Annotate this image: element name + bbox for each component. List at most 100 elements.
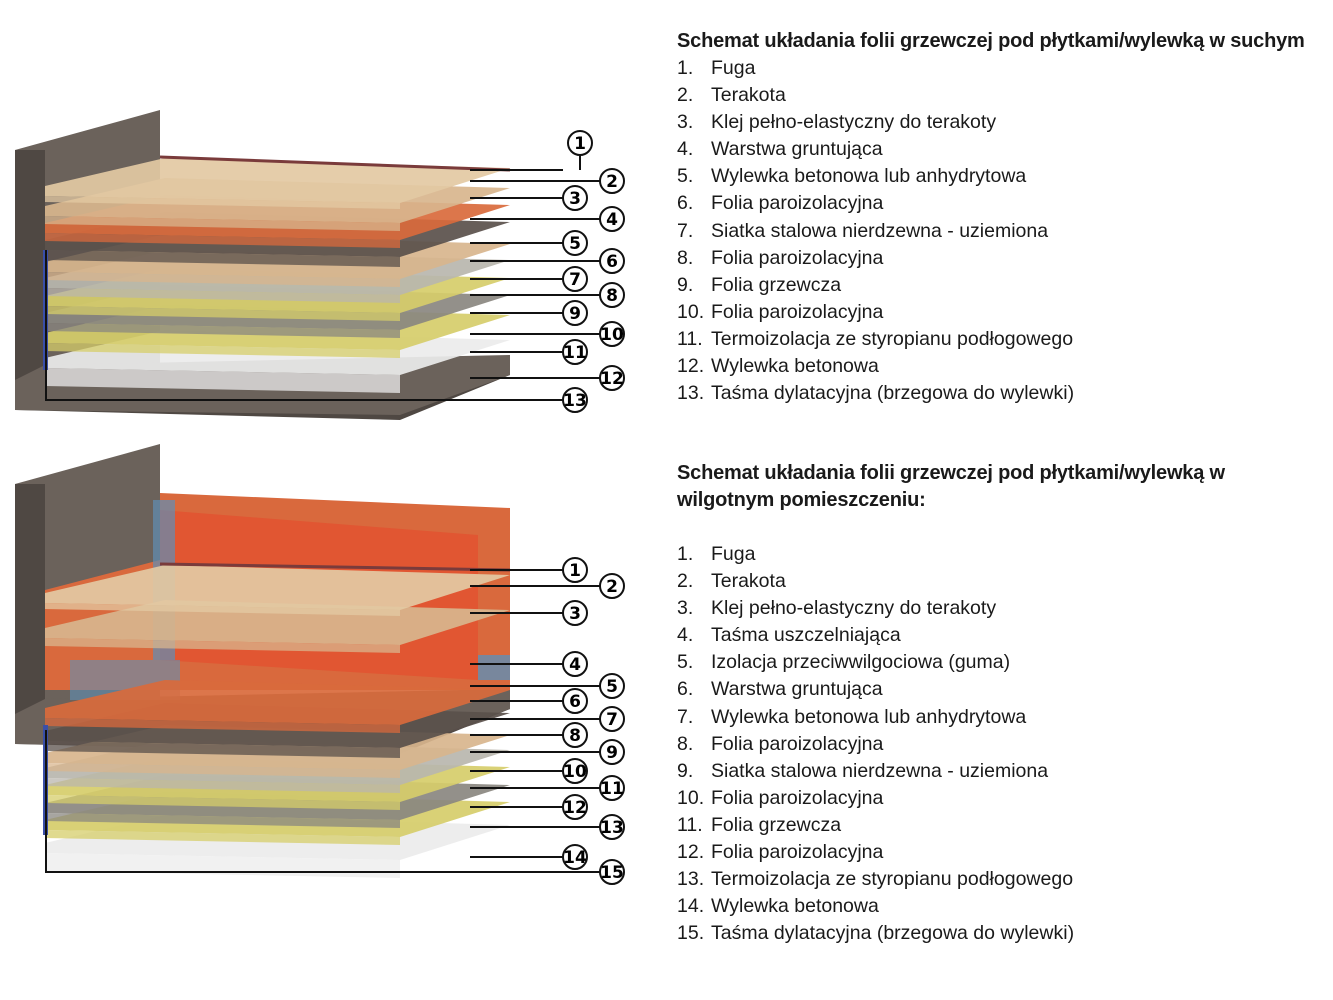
item-number: 14.	[677, 895, 705, 918]
item-text: Taśma uszczelniająca	[711, 624, 901, 647]
callout-circle	[562, 387, 588, 413]
item-text: Folia paroizolacyjna	[711, 841, 884, 864]
item-text: Termoizolacja ze styropianu podłogowego	[711, 868, 1074, 891]
item-number: 3.	[677, 597, 694, 620]
adhesive-layer-edge	[45, 638, 400, 653]
item-text: Terakota	[711, 84, 786, 107]
adhesive-layer-edge	[45, 216, 400, 231]
item-text: Folia grzewcza	[711, 273, 842, 296]
callout-number: 14	[563, 848, 587, 868]
callout-number: 11	[563, 343, 587, 363]
item-number: 1.	[677, 543, 694, 565]
callout-circle	[599, 206, 625, 232]
layer-list-item: 13. Termoizolacja ze styropianu podłogowe…	[677, 866, 1317, 893]
steel-mesh-layer-edge	[45, 778, 400, 793]
callout-circle	[599, 321, 625, 347]
callout-circle	[599, 739, 625, 765]
layer-list-item: 5. Wylewka betonowa lub anhydrytowa	[677, 163, 1317, 190]
layer-list-item: 14. Wylewka betonowa	[677, 893, 1317, 920]
tile-layer	[45, 158, 510, 203]
item-number: 6.	[677, 192, 694, 215]
callout-circle	[599, 168, 625, 194]
callout-number: 6	[569, 692, 581, 712]
callout-circle	[562, 758, 588, 784]
tile-layer	[45, 565, 510, 610]
callout-number: 12	[563, 798, 587, 818]
dry-room-legend: Schemat układania folii grzewczej pod pł…	[677, 28, 1317, 407]
callout-circle	[599, 365, 625, 391]
item-number: 3.	[677, 111, 694, 134]
primer-layer-edge	[45, 233, 400, 248]
callout-circle	[562, 266, 588, 292]
item-number: 8.	[677, 732, 694, 755]
item-number: 9.	[677, 273, 694, 296]
item-text: Folia paroizolacyjna	[711, 246, 884, 269]
screed-layer-edge	[45, 250, 400, 267]
callout-number: 2	[606, 577, 618, 597]
layer-list-item: 12. Folia paroizolacyjna	[677, 839, 1317, 866]
vapor-foil-layer-edge	[45, 830, 400, 845]
vapor-foil-layer-edge	[45, 272, 400, 287]
callout-circle	[599, 282, 625, 308]
callout-number: 3	[569, 189, 581, 209]
vapor-foil-layer-edge	[45, 343, 400, 358]
layer-list-item: 7. Wylewka betonowa lub anhydrytowa	[677, 704, 1317, 731]
item-number: 7.	[677, 705, 694, 728]
layer-list-item: 13. Taśma dylatacyjna (brzegowa do wylewk…	[677, 380, 1317, 407]
callout-number: 10	[600, 325, 624, 345]
callout-circle	[562, 300, 588, 326]
tile-layer-edge	[45, 603, 400, 616]
layer-list-item: 2. Terakota	[677, 82, 1317, 109]
callout-circle	[562, 794, 588, 820]
callout-number: 7	[606, 710, 618, 730]
callout-circle	[599, 673, 625, 699]
layer-list-item: 10. Folia paroizolacyjna	[677, 785, 1317, 812]
item-number: 2.	[677, 570, 694, 593]
item-text: Fuga	[711, 543, 756, 565]
item-number: 8.	[677, 246, 694, 269]
screed-layer-edge	[45, 741, 400, 758]
dry-room-title: Schemat układania folii grzewczej pod pł…	[677, 30, 1305, 52]
item-text: Warstwa gruntująca	[711, 678, 883, 701]
callout-number: 9	[606, 743, 618, 763]
callout-number: 12	[600, 369, 624, 389]
item-text: Siatka stalowa nierdzewna - uziemiona	[711, 219, 1049, 242]
layer-list-item: 15. Taśma dylatacyjna (brzegowa do wylewk…	[677, 920, 1317, 947]
item-text: Folia paroizolacyjna	[711, 300, 884, 323]
callout-circle	[599, 706, 625, 732]
item-number: 2.	[677, 84, 694, 107]
item-text: Klej pełno-elastyczny do terakoty	[711, 597, 997, 620]
callout-number: 5	[569, 234, 581, 254]
callout-circle	[599, 573, 625, 599]
layer-list-item: 1. Fuga	[677, 541, 1317, 568]
callout-circle	[599, 814, 625, 840]
item-number: 11.	[677, 813, 703, 836]
item-number: 11.	[677, 327, 703, 350]
heating-foil-layer-edge	[45, 323, 400, 338]
callout-circle	[562, 844, 588, 870]
vapor-foil-layer-edge	[45, 795, 400, 810]
layer-list-item: 11. Folia grzewcza	[677, 812, 1317, 839]
layer-list-item: 9. Siatka stalowa nierdzewna - uziemiona	[677, 758, 1317, 785]
dry-room-layer-list: 1. Fuga 2. Terakota 3. Klej pełno-elastyczny …	[677, 55, 1317, 407]
item-number: 7.	[677, 219, 694, 242]
item-number: 13.	[677, 382, 705, 405]
layer-list-item: 10. Folia paroizolacyjna	[677, 299, 1317, 326]
grout-line	[159, 562, 511, 572]
grout-line	[159, 155, 511, 172]
item-text: Folia grzewcza	[711, 813, 842, 836]
callout-circle	[562, 651, 588, 677]
layer-list-item: 7. Siatka stalowa nierdzewna - uziemiona	[677, 218, 1317, 245]
callout-number: 13	[563, 391, 587, 411]
callout-circle	[599, 248, 625, 274]
item-text: Wylewka betonowa lub anhydrytowa	[711, 165, 1027, 188]
wet-room-layer-list: 1. Fuga 2. Terakota 3. Klej pełno-elastyczny …	[677, 541, 1317, 947]
callout-number: 8	[569, 726, 581, 746]
callout-number: 1	[574, 134, 586, 154]
layer-list-item: 6. Warstwa gruntująca	[677, 676, 1317, 703]
layer-list-item: 4. Taśma uszczelniająca	[677, 622, 1317, 649]
callout-number: 2	[606, 172, 618, 192]
item-text: Wylewka betonowa	[711, 355, 879, 378]
steel-mesh-layer-edge	[45, 288, 400, 303]
